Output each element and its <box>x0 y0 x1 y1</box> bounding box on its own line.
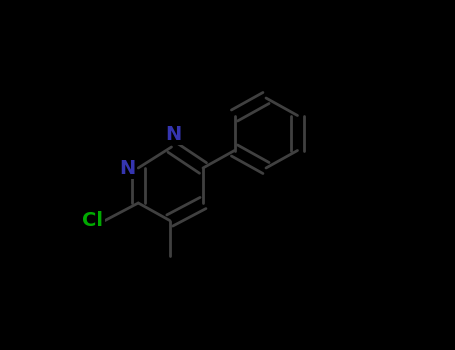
Text: N: N <box>119 159 136 177</box>
Text: Cl: Cl <box>82 211 103 230</box>
Text: N: N <box>165 125 182 144</box>
